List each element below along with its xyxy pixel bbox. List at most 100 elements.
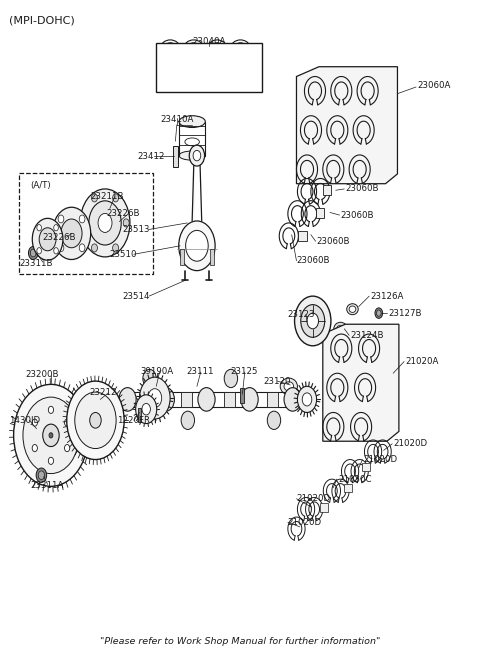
Bar <box>323 185 331 195</box>
Circle shape <box>376 310 381 316</box>
Bar <box>267 392 278 407</box>
Circle shape <box>375 308 383 318</box>
Text: 23127B: 23127B <box>388 309 422 318</box>
Circle shape <box>241 388 258 411</box>
Circle shape <box>28 246 38 259</box>
Bar <box>362 463 370 472</box>
Bar <box>181 392 192 407</box>
Circle shape <box>198 388 215 411</box>
Text: 23123: 23123 <box>287 310 314 319</box>
Bar <box>138 408 142 422</box>
Circle shape <box>61 219 82 248</box>
Circle shape <box>54 248 59 254</box>
Circle shape <box>301 305 324 337</box>
Text: 21020D: 21020D <box>297 495 331 503</box>
Bar <box>180 249 183 265</box>
Circle shape <box>13 384 88 486</box>
Text: 23514: 23514 <box>123 291 150 301</box>
Ellipse shape <box>334 322 347 335</box>
Text: 23510: 23510 <box>110 250 137 259</box>
Text: 23060B: 23060B <box>345 185 379 193</box>
Bar <box>299 231 307 240</box>
Circle shape <box>58 215 64 223</box>
Circle shape <box>90 413 101 428</box>
Circle shape <box>38 471 45 479</box>
Circle shape <box>157 388 174 411</box>
Ellipse shape <box>179 151 205 160</box>
Text: "Please refer to Work Shop Manual for further information": "Please refer to Work Shop Manual for fu… <box>100 637 380 646</box>
Bar <box>210 249 214 265</box>
Circle shape <box>189 145 204 166</box>
Text: 23311B: 23311B <box>19 259 52 268</box>
Text: 23060B: 23060B <box>317 236 350 246</box>
Text: (A/T): (A/T) <box>30 181 51 189</box>
Circle shape <box>23 397 79 474</box>
Circle shape <box>58 244 64 252</box>
Circle shape <box>92 244 97 252</box>
Circle shape <box>64 445 70 452</box>
Text: 1430JD: 1430JD <box>9 416 40 425</box>
Circle shape <box>307 313 319 329</box>
Text: 21020A: 21020A <box>405 357 439 366</box>
Circle shape <box>148 388 162 407</box>
Circle shape <box>119 388 136 411</box>
Circle shape <box>49 433 53 438</box>
Circle shape <box>113 244 119 252</box>
Polygon shape <box>323 324 399 441</box>
Circle shape <box>39 228 56 251</box>
Text: 23410A: 23410A <box>160 115 193 124</box>
Circle shape <box>37 248 41 254</box>
Ellipse shape <box>284 382 294 391</box>
Circle shape <box>48 406 54 413</box>
Text: 23120: 23120 <box>263 377 290 386</box>
Circle shape <box>302 393 312 406</box>
Circle shape <box>36 468 47 482</box>
Circle shape <box>267 411 281 430</box>
Text: 23513: 23513 <box>123 225 150 234</box>
Circle shape <box>89 201 121 245</box>
Circle shape <box>32 218 63 260</box>
Bar <box>143 392 154 407</box>
Bar <box>316 208 324 217</box>
Text: 23060A: 23060A <box>417 81 450 90</box>
Circle shape <box>75 392 116 449</box>
Ellipse shape <box>185 138 199 146</box>
Circle shape <box>92 194 97 202</box>
Circle shape <box>113 194 119 202</box>
Circle shape <box>48 457 54 464</box>
Circle shape <box>298 386 317 413</box>
Ellipse shape <box>347 304 358 314</box>
Text: 23125: 23125 <box>230 367 258 377</box>
Text: 21030C: 21030C <box>338 475 372 483</box>
Bar <box>344 483 352 492</box>
Text: 21020D: 21020D <box>363 455 397 464</box>
Bar <box>19 173 153 274</box>
Polygon shape <box>297 67 397 183</box>
Bar <box>240 388 244 403</box>
Text: 23211B: 23211B <box>91 193 124 201</box>
Ellipse shape <box>179 116 205 128</box>
Circle shape <box>98 214 112 233</box>
Circle shape <box>67 381 124 460</box>
Circle shape <box>79 215 85 223</box>
Circle shape <box>32 445 37 452</box>
Text: (MPI-DOHC): (MPI-DOHC) <box>9 15 75 25</box>
Circle shape <box>80 189 130 257</box>
Circle shape <box>143 369 156 388</box>
Circle shape <box>295 296 331 346</box>
Circle shape <box>32 419 37 426</box>
Text: 23200B: 23200B <box>25 370 59 379</box>
Text: 23412: 23412 <box>137 152 165 160</box>
Text: 21020D: 21020D <box>287 517 321 527</box>
Circle shape <box>136 395 157 424</box>
Text: 23226B: 23226B <box>43 233 76 242</box>
Circle shape <box>81 219 87 227</box>
Polygon shape <box>192 156 194 221</box>
Circle shape <box>193 151 201 161</box>
Ellipse shape <box>349 306 356 312</box>
Circle shape <box>54 225 59 231</box>
Circle shape <box>181 411 194 430</box>
Text: 23212: 23212 <box>89 388 117 398</box>
Text: 23226B: 23226B <box>106 209 140 217</box>
Circle shape <box>186 231 208 261</box>
